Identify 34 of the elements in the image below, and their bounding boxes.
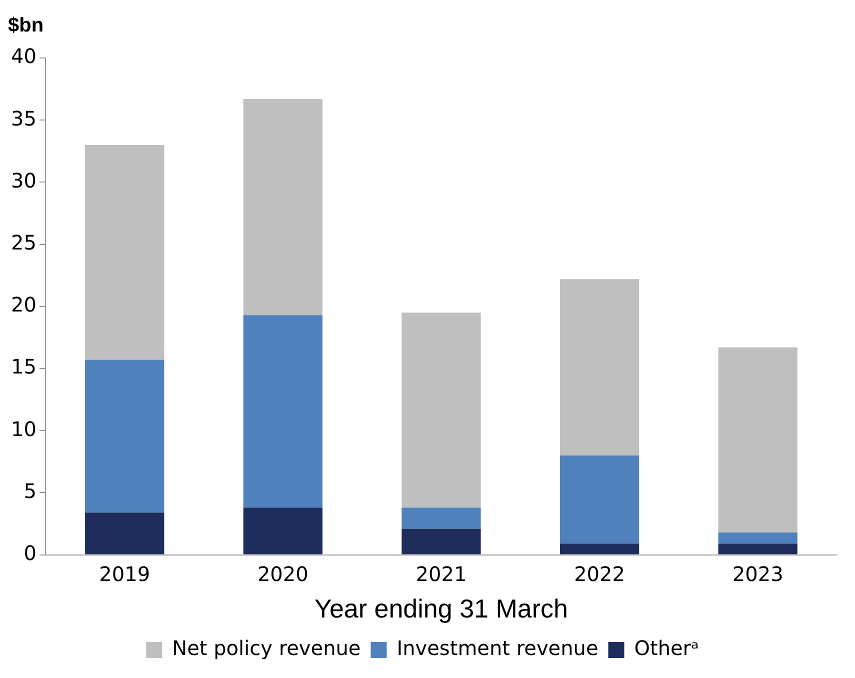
bar — [85, 360, 164, 513]
bar — [243, 315, 322, 508]
y-tick-label: 30 — [10, 168, 36, 192]
legend-label: Investment revenue — [396, 636, 598, 660]
bar — [85, 144, 164, 360]
x-tick-label: 2020 — [257, 562, 308, 586]
y-axis-title: $bn — [8, 14, 44, 37]
y-tick-label: 0 — [24, 541, 36, 566]
y-tick-label: 15 — [10, 354, 36, 379]
y-tick-label: 10 — [10, 416, 36, 441]
bar — [718, 544, 798, 554]
bar — [402, 312, 481, 508]
bar — [243, 508, 322, 554]
bar — [85, 512, 164, 554]
x-tick-label: 2019 — [99, 562, 150, 586]
x-tick-label: 2023 — [732, 562, 784, 586]
x-tick-label: 2022 — [574, 562, 625, 586]
bar — [560, 455, 640, 544]
x-tick-label: 2021 — [416, 562, 467, 586]
legend-label: Otherᵃ — [634, 636, 699, 660]
y-tick-label: 35 — [10, 106, 36, 130]
legend-label: Net policy revenue — [172, 636, 361, 660]
bar — [243, 98, 322, 316]
y-tick-label: 20 — [10, 292, 36, 317]
bar — [718, 347, 798, 532]
bar — [402, 508, 481, 529]
y-tick-label: 40 — [10, 44, 36, 68]
bar — [560, 279, 640, 456]
x-axis-title: Year ending 31 March — [314, 594, 568, 624]
bar — [718, 532, 798, 544]
bar — [402, 528, 481, 554]
bar — [560, 544, 640, 554]
y-tick-label: 5 — [24, 478, 36, 503]
y-tick-label: 25 — [10, 230, 36, 255]
